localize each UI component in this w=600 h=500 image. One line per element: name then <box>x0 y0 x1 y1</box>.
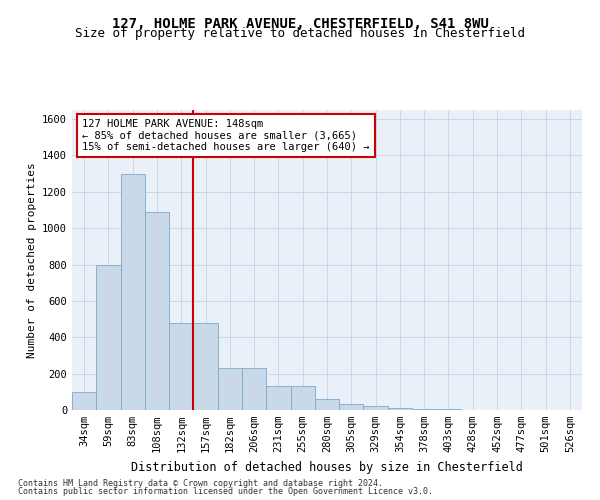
Bar <box>121 174 145 410</box>
Bar <box>96 264 121 410</box>
Bar <box>242 368 266 410</box>
Bar <box>72 392 96 410</box>
Bar <box>145 212 169 410</box>
Bar <box>436 409 461 410</box>
Text: 127 HOLME PARK AVENUE: 148sqm
← 85% of detached houses are smaller (3,665)
15% o: 127 HOLME PARK AVENUE: 148sqm ← 85% of d… <box>82 119 370 152</box>
Bar <box>339 404 364 410</box>
Text: Size of property relative to detached houses in Chesterfield: Size of property relative to detached ho… <box>75 28 525 40</box>
Bar <box>290 386 315 410</box>
Bar <box>364 406 388 410</box>
Bar <box>315 399 339 410</box>
Bar <box>218 368 242 410</box>
Bar <box>412 409 436 410</box>
Bar <box>169 322 193 410</box>
Text: Contains HM Land Registry data © Crown copyright and database right 2024.: Contains HM Land Registry data © Crown c… <box>18 479 383 488</box>
Text: Contains public sector information licensed under the Open Government Licence v3: Contains public sector information licen… <box>18 487 433 496</box>
Bar <box>388 408 412 410</box>
Bar <box>193 322 218 410</box>
X-axis label: Distribution of detached houses by size in Chesterfield: Distribution of detached houses by size … <box>131 460 523 473</box>
Bar <box>266 386 290 410</box>
Y-axis label: Number of detached properties: Number of detached properties <box>26 162 37 358</box>
Text: 127, HOLME PARK AVENUE, CHESTERFIELD, S41 8WU: 127, HOLME PARK AVENUE, CHESTERFIELD, S4… <box>112 18 488 32</box>
